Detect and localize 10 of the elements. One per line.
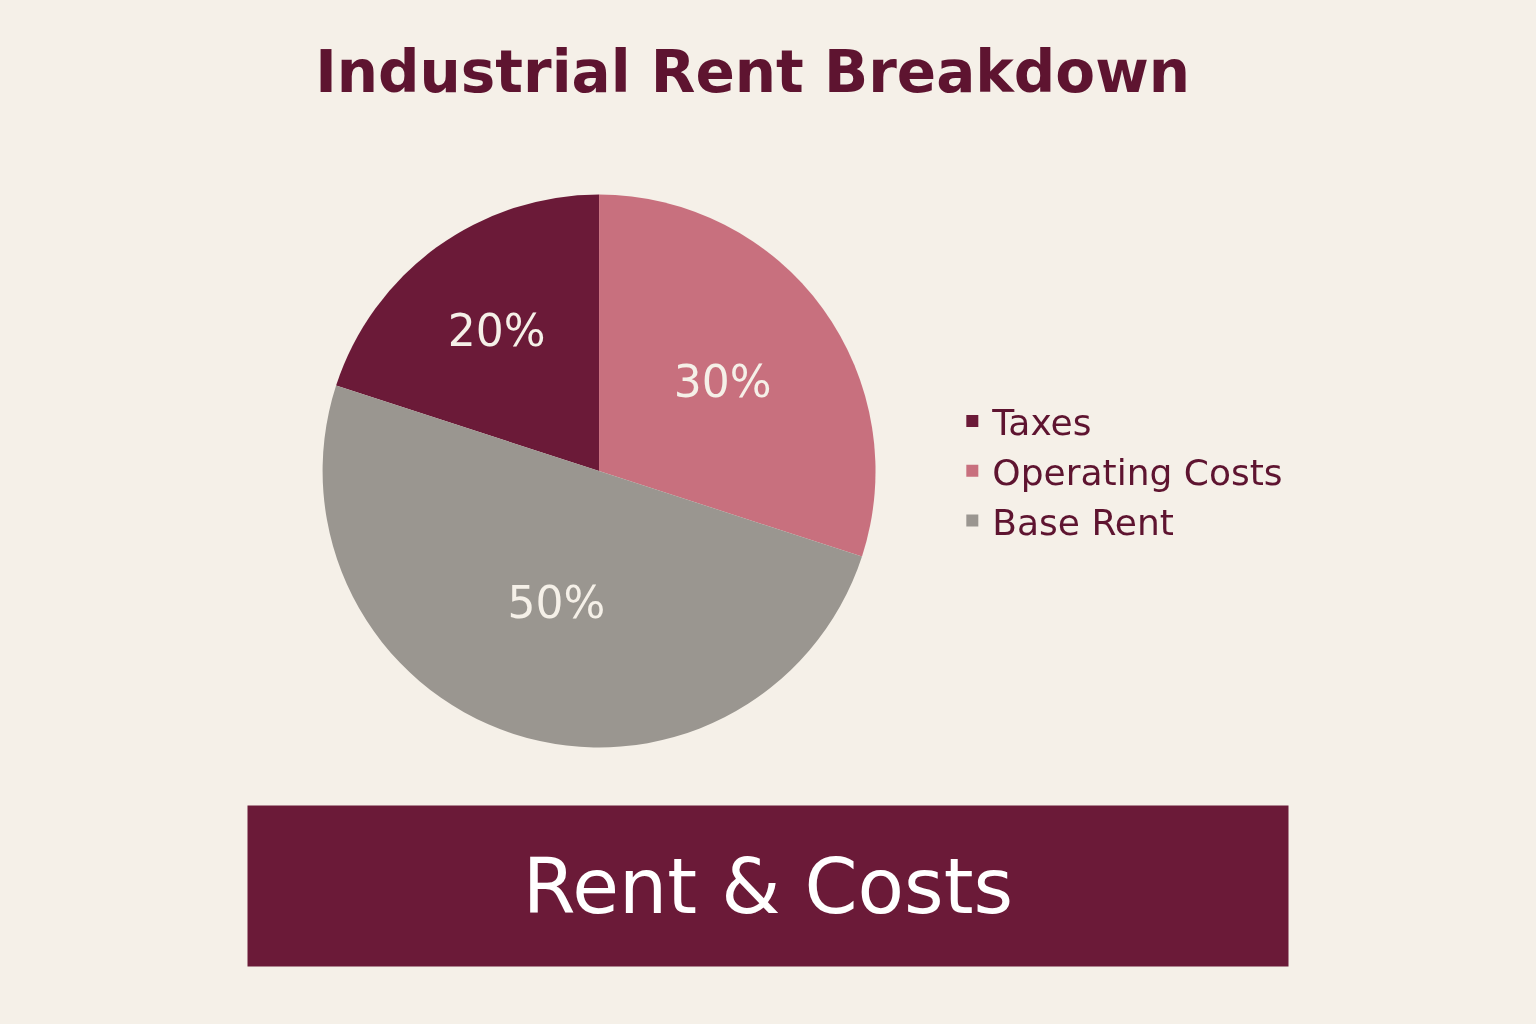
chart-title: Industrial Rent Breakdown (315, 37, 1191, 106)
legend-label: Operating Costs (992, 451, 1283, 493)
data-label: 30% (673, 355, 772, 407)
legend-label: Base Rent (992, 501, 1174, 543)
text: Rent & Costs (522, 841, 1014, 931)
pie-slice (336, 194, 600, 472)
data-label: 50% (507, 577, 606, 629)
data-label: 20% (447, 304, 546, 356)
pie-slice (599, 194, 875, 557)
legend-label: Taxes (991, 401, 1092, 443)
